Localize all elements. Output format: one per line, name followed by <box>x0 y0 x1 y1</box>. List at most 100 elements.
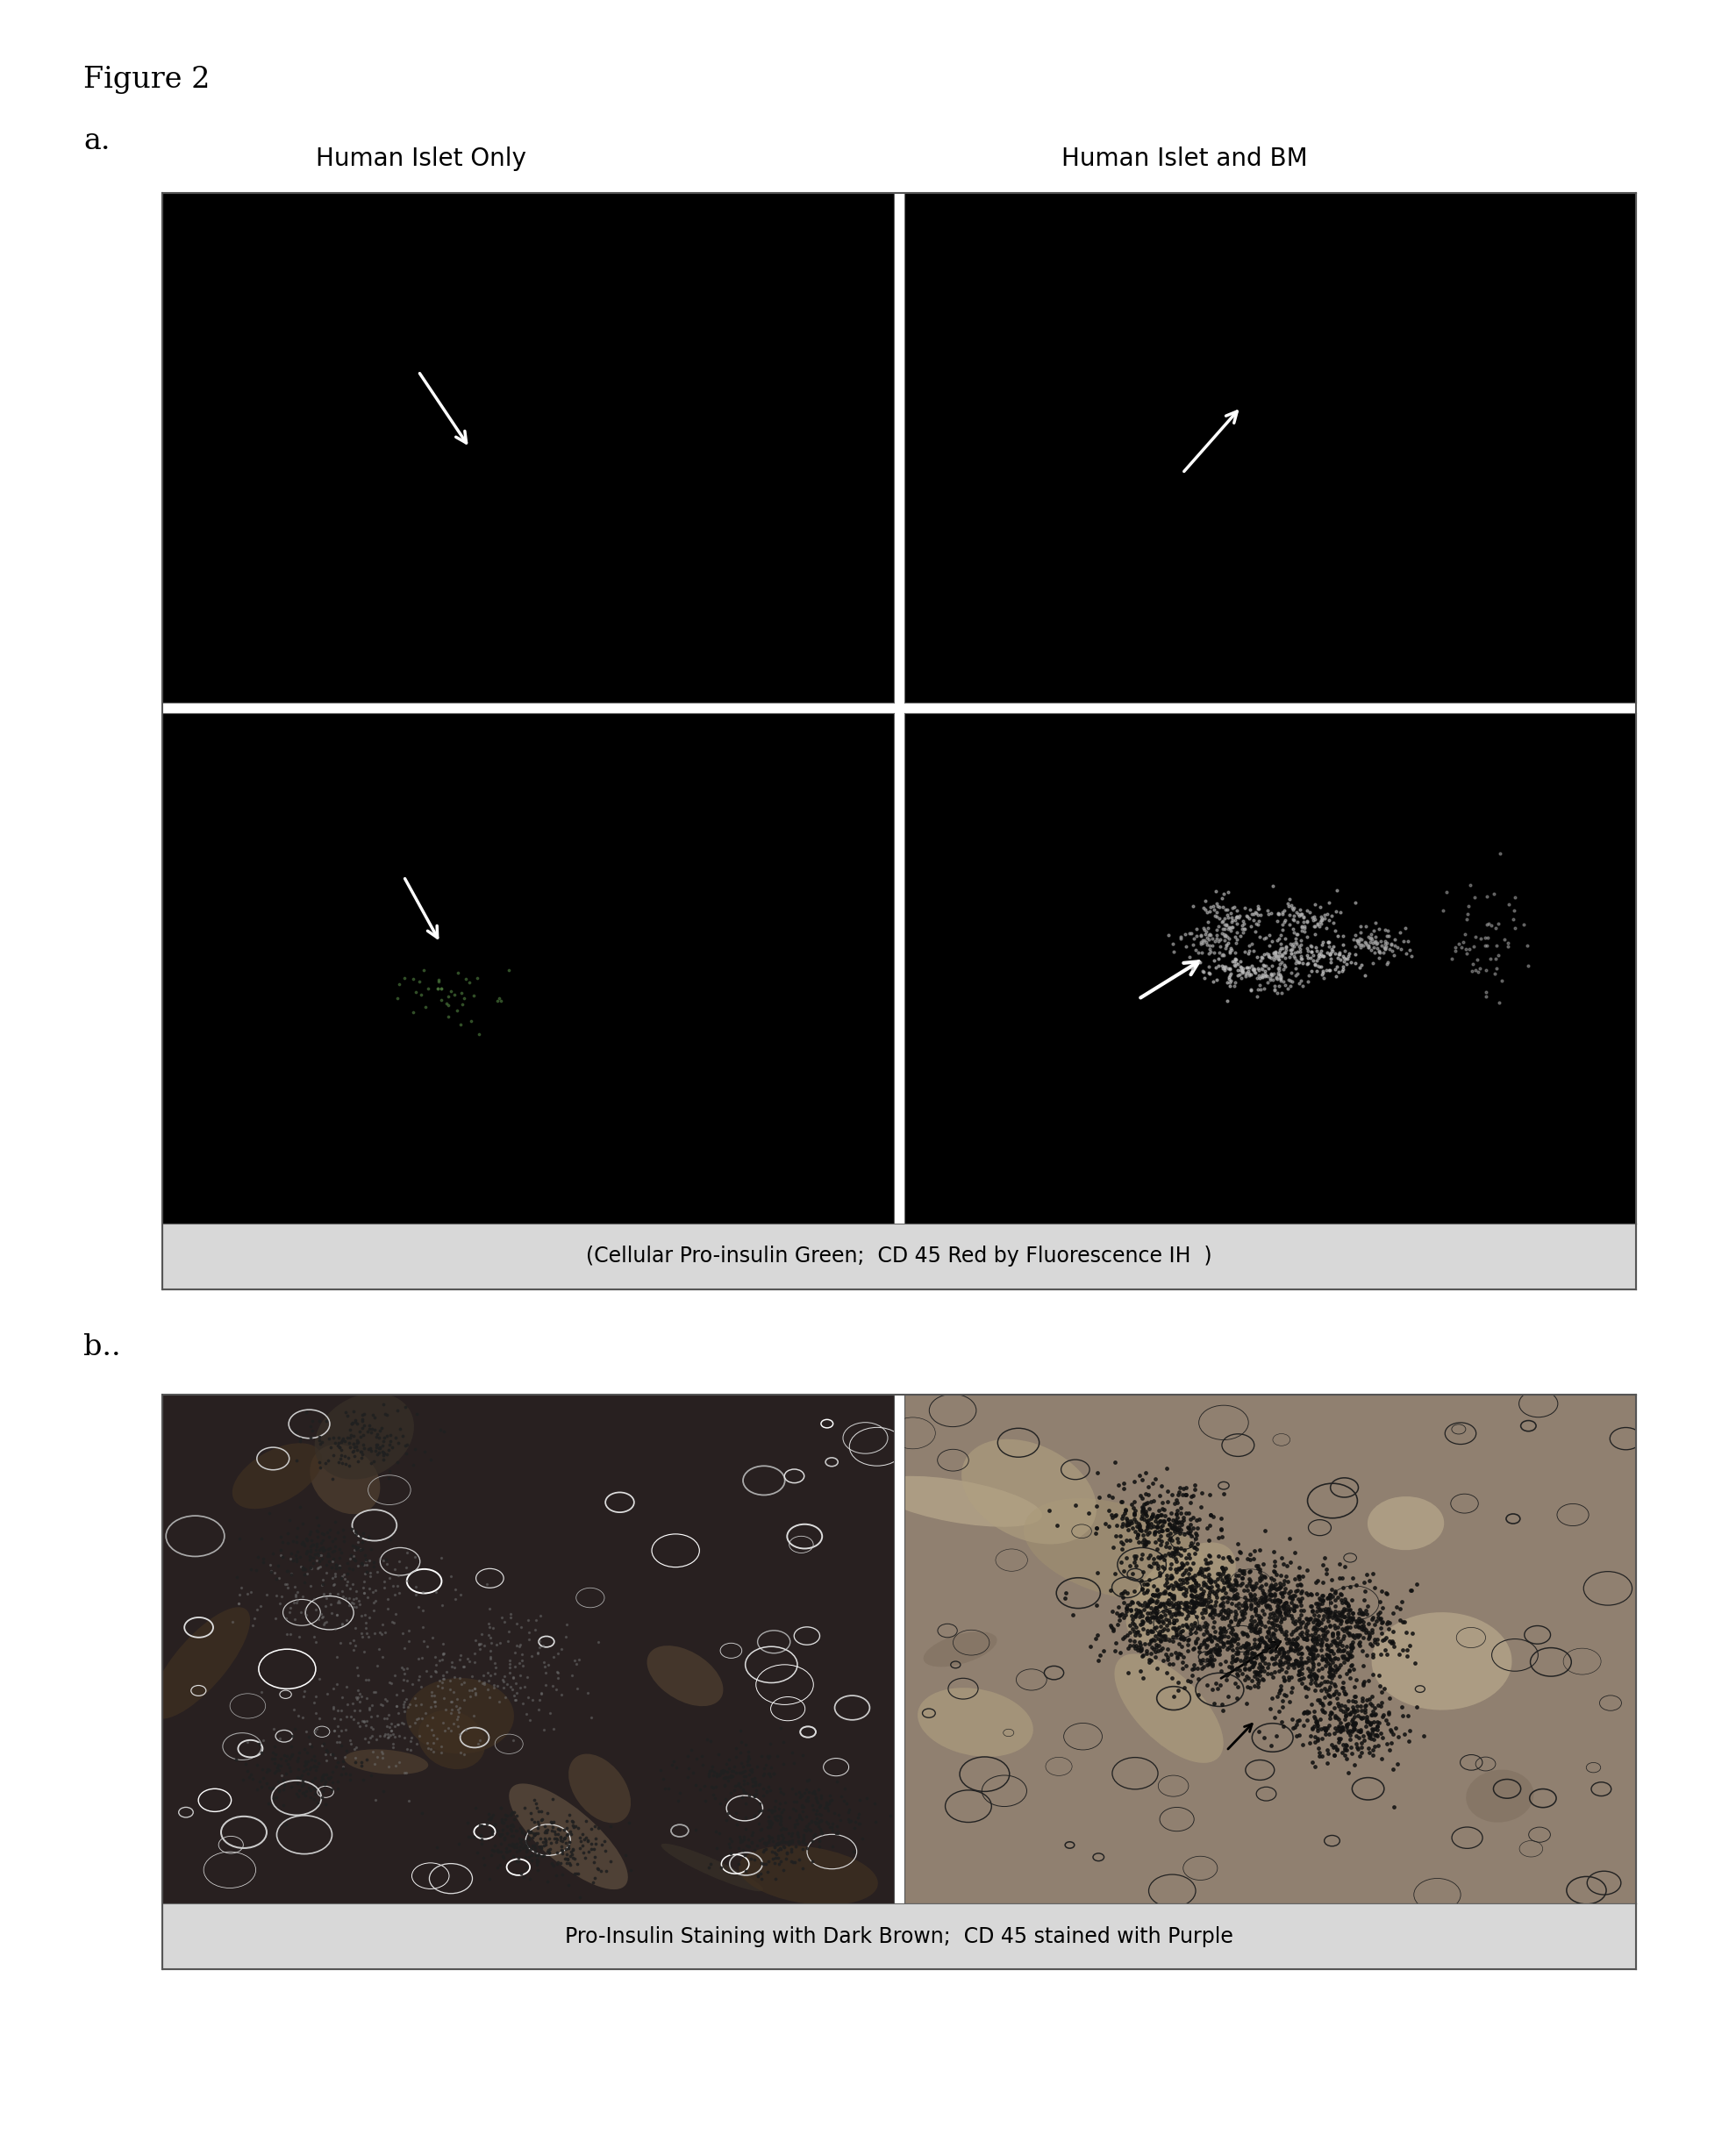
Point <box>1102 1498 1130 1533</box>
Point <box>528 1794 556 1828</box>
Point <box>1144 1634 1172 1669</box>
Point <box>1208 1557 1236 1591</box>
Point <box>337 1761 365 1796</box>
Point <box>1154 1518 1182 1552</box>
Point <box>342 1580 370 1615</box>
Point <box>319 1567 347 1602</box>
Point <box>1205 1634 1233 1669</box>
Point <box>540 1805 568 1839</box>
Point <box>1358 923 1385 957</box>
Point <box>1305 1703 1333 1738</box>
Point <box>524 1811 552 1846</box>
Point <box>1151 1537 1179 1572</box>
Point <box>325 1585 352 1619</box>
Point <box>1227 953 1255 987</box>
Point <box>1349 1604 1377 1639</box>
Point <box>1208 1550 1236 1585</box>
Point <box>1297 1578 1325 1613</box>
Point <box>1149 1509 1177 1544</box>
Point <box>502 1798 529 1833</box>
Point <box>1243 979 1271 1013</box>
Point <box>1193 921 1220 955</box>
Point <box>1286 1567 1314 1602</box>
Point <box>309 1757 337 1792</box>
Point <box>1318 1697 1345 1731</box>
Point <box>1213 927 1241 962</box>
Point <box>259 1537 286 1572</box>
Point <box>1233 951 1260 985</box>
Point <box>1233 955 1260 990</box>
Point <box>1128 1639 1156 1673</box>
Point <box>1297 927 1325 962</box>
Point <box>741 1779 769 1813</box>
Point <box>1288 1598 1316 1632</box>
Point <box>1191 1628 1219 1662</box>
Point <box>1267 1651 1295 1686</box>
Point <box>1186 1583 1213 1617</box>
Point <box>1347 1714 1375 1749</box>
Point <box>1302 1587 1330 1621</box>
Point <box>1299 929 1326 964</box>
Point <box>1279 1712 1307 1746</box>
Point <box>1141 1591 1168 1626</box>
Point <box>1213 1656 1241 1690</box>
Point <box>340 1701 368 1736</box>
Point <box>1083 1589 1111 1623</box>
Point <box>576 1833 604 1867</box>
Point <box>1252 1630 1279 1664</box>
Point <box>736 1742 764 1777</box>
Point <box>1182 918 1210 953</box>
Point <box>1252 936 1279 970</box>
Point <box>675 1751 703 1785</box>
Point <box>1295 1695 1323 1729</box>
Point <box>451 1712 479 1746</box>
Point <box>1321 1611 1349 1645</box>
Point <box>1391 1604 1418 1639</box>
Point <box>1200 1611 1227 1645</box>
Point <box>738 1818 766 1852</box>
Ellipse shape <box>873 1477 1042 1526</box>
Point <box>302 1680 330 1714</box>
Ellipse shape <box>1465 1770 1535 1822</box>
Point <box>1212 1602 1240 1636</box>
Point <box>484 1818 512 1852</box>
Ellipse shape <box>151 1606 250 1718</box>
Point <box>1165 1589 1193 1623</box>
Point <box>1245 1602 1272 1636</box>
Point <box>1295 1643 1323 1677</box>
Point <box>1196 1634 1224 1669</box>
Point <box>1262 1593 1290 1628</box>
Point <box>1167 1537 1194 1572</box>
Point <box>1210 1565 1238 1600</box>
Point <box>660 1744 687 1779</box>
Point <box>293 1535 321 1570</box>
Point <box>1352 1710 1380 1744</box>
Point <box>486 1848 514 1882</box>
Point <box>1260 1535 1288 1570</box>
Point <box>521 1818 549 1852</box>
Point <box>1259 1611 1286 1645</box>
Point <box>429 1658 457 1692</box>
Point <box>1288 1574 1316 1608</box>
Point <box>524 1636 552 1671</box>
Point <box>1318 1643 1345 1677</box>
Point <box>1200 888 1227 923</box>
Point <box>1137 1630 1165 1664</box>
Point <box>1304 1606 1332 1641</box>
Point <box>1127 1595 1154 1630</box>
Point <box>550 1822 578 1856</box>
Point <box>267 1749 295 1783</box>
Point <box>293 1774 321 1809</box>
Point <box>1248 951 1276 985</box>
Point <box>283 1524 311 1559</box>
Point <box>1227 1557 1255 1591</box>
Point <box>1205 1636 1233 1671</box>
Point <box>391 1429 418 1464</box>
Point <box>1153 1524 1180 1559</box>
Point <box>1224 901 1252 936</box>
Point <box>339 1552 366 1587</box>
Point <box>773 1841 800 1876</box>
Point <box>1191 1583 1219 1617</box>
Point <box>1184 1677 1212 1712</box>
Point <box>1255 1578 1283 1613</box>
